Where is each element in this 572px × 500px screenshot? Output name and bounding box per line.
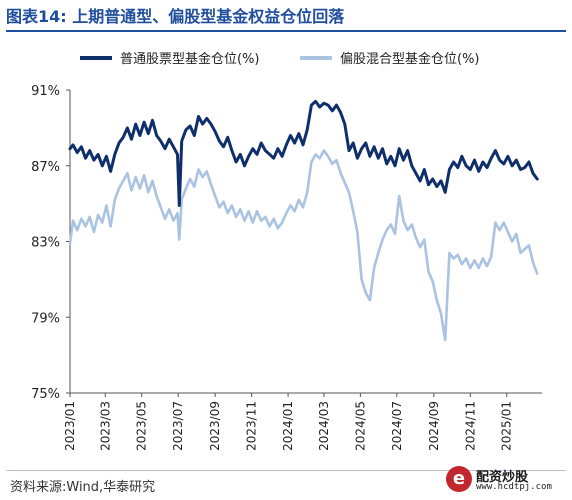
line-chart: 75%79%83%87%91% 2023/01 2023/03 2023/05 202… [31,51,542,451]
legend: 普通股票型基金仓位(%) 偏股混合型基金仓位(%) [80,51,480,67]
watermark: e 配资炒股 www.hcdtpj.com [446,464,566,496]
x-tick-label: 2024/11 [463,401,477,451]
x-axis-ticks: 2023/01 2023/03 2023/05 2023/07 2023/09 2023/… [63,393,514,451]
x-tick-label: 2023/11 [245,401,259,451]
x-tick-label: 2023/07 [171,401,185,451]
y-tick-label: 87% [31,160,60,175]
watermark-logo-icon: e [446,466,472,492]
footer-rule [6,470,566,471]
source-note: 资料来源:Wind,华泰研究 [10,480,156,495]
x-tick-label: 2023/09 [208,401,222,451]
x-tick-label: 2023/05 [135,401,149,451]
y-tick-label: 79% [31,311,60,326]
x-tick-label: 2024/03 [317,401,331,451]
y-tick-label: 75% [31,387,60,402]
watermark-url: www.hcdtpj.com [476,482,552,492]
x-tick-label: 2025/01 [500,401,514,451]
series-lines [68,99,539,342]
x-tick-label: 2024/01 [281,401,295,451]
title-rule [6,30,566,32]
series-line-stock-fund [68,99,539,207]
legend-item-hybrid-fund-label: 偏股混合型基金仓位(%) [340,51,480,67]
x-tick-label: 2023/03 [98,401,112,451]
series-line-hybrid-fund [68,149,539,342]
y-axis-ticks: 75% 79% 83% 87% 91% [31,84,71,402]
y-tick-label: 91% [31,84,60,99]
y-tick-label: 83% [31,236,60,251]
legend-item-stock-fund-label: 普通股票型基金仓位(%) [120,51,260,67]
x-tick-label: 2024/05 [353,401,367,451]
x-tick-label: 2023/01 [63,401,77,451]
x-tick-label: 2024/07 [390,401,404,451]
x-tick-label: 2024/09 [427,401,441,451]
chart-title: 图表14: 上期普通型、偏股型基金权益仓位回落 [6,7,345,26]
watermark-name: 配资炒股 [476,470,529,485]
